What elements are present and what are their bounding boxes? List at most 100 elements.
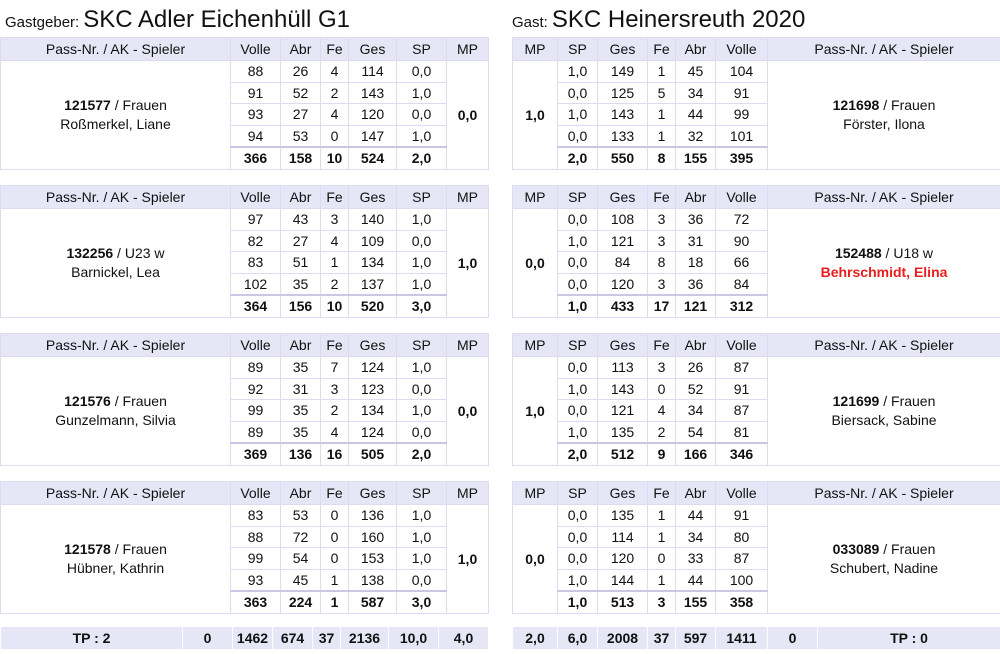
throw-value: 27 — [280, 103, 321, 126]
throw-value: 4 — [320, 60, 349, 83]
throw-value: 26 — [675, 356, 716, 379]
total-value: 2,0 — [557, 442, 598, 466]
column-header-sp: SP — [557, 185, 598, 209]
throw-value: 121 — [597, 399, 648, 422]
column-header-fe: Fe — [647, 185, 676, 209]
total-value: 587 — [348, 590, 397, 614]
throw-value: 52 — [280, 81, 321, 104]
total-value: 346 — [715, 442, 768, 466]
column-header-mp: MP — [446, 333, 489, 357]
column-header-mp: MP — [512, 185, 558, 209]
guest-total-extra: 0 — [767, 626, 818, 650]
player-name: Hübner, Kathrin — [66, 559, 165, 576]
throw-value: 18 — [675, 251, 716, 274]
total-value: 17 — [647, 294, 676, 318]
throw-value: 0 — [647, 377, 676, 400]
total-value: 121 — [675, 294, 716, 318]
throw-value: 0 — [320, 124, 349, 148]
column-header-abr: Abr — [280, 185, 321, 209]
guest-total-volle: 1411 — [715, 626, 768, 650]
throw-value: 1,0 — [557, 60, 598, 83]
column-header-ges: Ges — [348, 333, 397, 357]
column-header-pass: Pass-Nr. / AK - Spieler — [0, 481, 231, 505]
throw-value: 54 — [675, 420, 716, 444]
throw-value: 137 — [348, 272, 397, 296]
player-name: Roßmerkel, Liane — [60, 115, 171, 132]
throw-value: 3 — [647, 208, 676, 231]
total-value: 16 — [320, 442, 349, 466]
throw-value: 31 — [675, 229, 716, 252]
throw-value: 27 — [280, 229, 321, 252]
column-header-mp: MP — [512, 481, 558, 505]
throw-value: 124 — [348, 356, 397, 379]
throw-value: 91 — [230, 81, 281, 104]
throw-value: 0 — [320, 504, 349, 527]
total-value: 513 — [597, 590, 648, 614]
match-points: 0,0 — [512, 208, 558, 318]
column-header-volle: Volle — [230, 185, 281, 209]
column-header-ges: Ges — [597, 333, 648, 357]
total-value: 524 — [348, 146, 397, 170]
throw-value: 99 — [230, 399, 281, 422]
throw-value: 8 — [647, 251, 676, 274]
guest-total-fe: 37 — [647, 626, 676, 650]
total-value: 2,0 — [396, 442, 447, 466]
throw-value: 4 — [647, 399, 676, 422]
throw-value: 135 — [597, 420, 648, 444]
throw-value: 0,0 — [557, 81, 598, 104]
throw-value: 0,0 — [557, 399, 598, 422]
throw-value: 1 — [647, 103, 676, 126]
column-header-pass: Pass-Nr. / AK - Spieler — [767, 185, 1000, 209]
throw-value: 52 — [675, 377, 716, 400]
column-header-pass: Pass-Nr. / AK - Spieler — [767, 333, 1000, 357]
total-value: 3,0 — [396, 590, 447, 614]
throw-value: 84 — [715, 272, 768, 296]
throw-value: 35 — [280, 399, 321, 422]
total-value: 1,0 — [557, 590, 598, 614]
home-role-label: Gastgeber: — [5, 14, 80, 31]
throw-value: 35 — [280, 272, 321, 296]
throw-value: 83 — [230, 251, 281, 274]
throw-value: 35 — [280, 420, 321, 444]
column-header-volle: Volle — [715, 481, 768, 505]
throw-value: 44 — [675, 103, 716, 126]
throw-value: 5 — [647, 81, 676, 104]
throw-value: 89 — [230, 356, 281, 379]
column-header-abr: Abr — [675, 185, 716, 209]
total-value: 3 — [647, 590, 676, 614]
column-header-fe: Fe — [320, 185, 349, 209]
throw-value: 0,0 — [557, 504, 598, 527]
throw-value: 125 — [597, 81, 648, 104]
throw-value: 43 — [280, 208, 321, 231]
throw-value: 53 — [280, 124, 321, 148]
column-header-mp: MP — [446, 37, 489, 61]
pass-number: 121576 — [64, 392, 111, 409]
home-total-mp: 4,0 — [438, 626, 489, 650]
throw-value: 0,0 — [396, 420, 447, 444]
throw-value: 0 — [320, 525, 349, 548]
column-header-pass: Pass-Nr. / AK - Spieler — [0, 185, 231, 209]
home-total-volle: 1462 — [232, 626, 273, 650]
throw-value: 1,0 — [557, 229, 598, 252]
player-name: Gunzelmann, Silvia — [55, 411, 176, 428]
guest-tp: TP : 0 — [817, 626, 1000, 650]
home-total-extra: 0 — [182, 626, 233, 650]
throw-value: 135 — [597, 504, 648, 527]
throw-value: 0,0 — [396, 568, 447, 592]
pass-number: 121577 — [64, 96, 111, 113]
column-header-abr: Abr — [675, 37, 716, 61]
guest-player-cell: 121698 / Frauen Förster, Ilona — [767, 60, 1000, 170]
home-player-cell: 121578 / Frauen Hübner, Kathrin — [0, 504, 231, 614]
total-value: 363 — [230, 590, 281, 614]
column-header-ges: Ges — [597, 481, 648, 505]
throw-value: 3 — [647, 356, 676, 379]
total-value: 358 — [715, 590, 768, 614]
age-class: / U23 w — [113, 244, 165, 261]
home-team-header: Gastgeber: SKC Adler Eichenhüll G1 — [5, 4, 350, 34]
total-value: 166 — [675, 442, 716, 466]
throw-value: 1,0 — [557, 420, 598, 444]
column-header-mp: MP — [446, 185, 489, 209]
throw-value: 144 — [597, 568, 648, 592]
age-class: / Frauen — [879, 96, 936, 113]
throw-value: 136 — [348, 504, 397, 527]
